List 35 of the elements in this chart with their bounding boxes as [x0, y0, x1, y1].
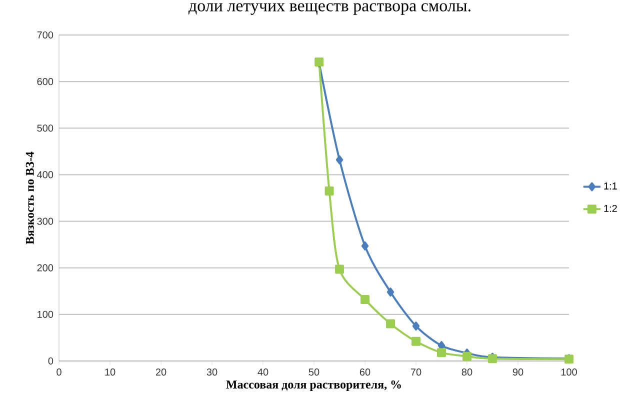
x-tick-label: 30 — [206, 368, 218, 376]
x-axis-title: Массовая доля растворителя, % — [226, 380, 401, 391]
x-tick-label: 20 — [156, 368, 166, 376]
x-tick-label: 100 — [561, 368, 577, 376]
x-tick-label: 40 — [258, 368, 268, 376]
point — [324, 186, 334, 196]
legend-label: 1:2 — [604, 204, 617, 212]
y-tick-label: 500 — [37, 124, 54, 132]
point — [462, 352, 472, 361]
y-tick-label: 700 — [37, 31, 54, 39]
y-tick-label: 100 — [38, 310, 54, 318]
point — [386, 288, 394, 297]
legend-label: 1:1 — [604, 182, 617, 190]
x-tick-label: 10 — [105, 368, 116, 376]
point — [335, 264, 344, 274]
x-tick-label: 0 — [56, 368, 62, 376]
point — [361, 241, 369, 250]
y-tick-label: 600 — [37, 78, 54, 86]
y-axis-title: Вязкость по ВЗ-4 — [26, 152, 34, 244]
point — [360, 295, 370, 304]
y-tick-label: 0 — [48, 357, 54, 365]
y-tick-label: 300 — [37, 218, 54, 225]
y-tick-label: 400 — [37, 171, 54, 178]
x-tick-label: 60 — [360, 368, 370, 376]
x-tick-label: 90 — [512, 368, 524, 376]
point — [436, 348, 446, 358]
x-tick-label: 50 — [308, 368, 320, 376]
point — [412, 322, 420, 331]
point — [412, 336, 420, 346]
point — [386, 319, 395, 328]
point — [336, 155, 344, 164]
x-tick-label: 70 — [410, 368, 422, 376]
text: доли летучих веществ раствора смолы. — [188, 3, 470, 15]
y-tick-label: 200 — [37, 264, 54, 272]
x-tick-label: 80 — [462, 368, 472, 376]
